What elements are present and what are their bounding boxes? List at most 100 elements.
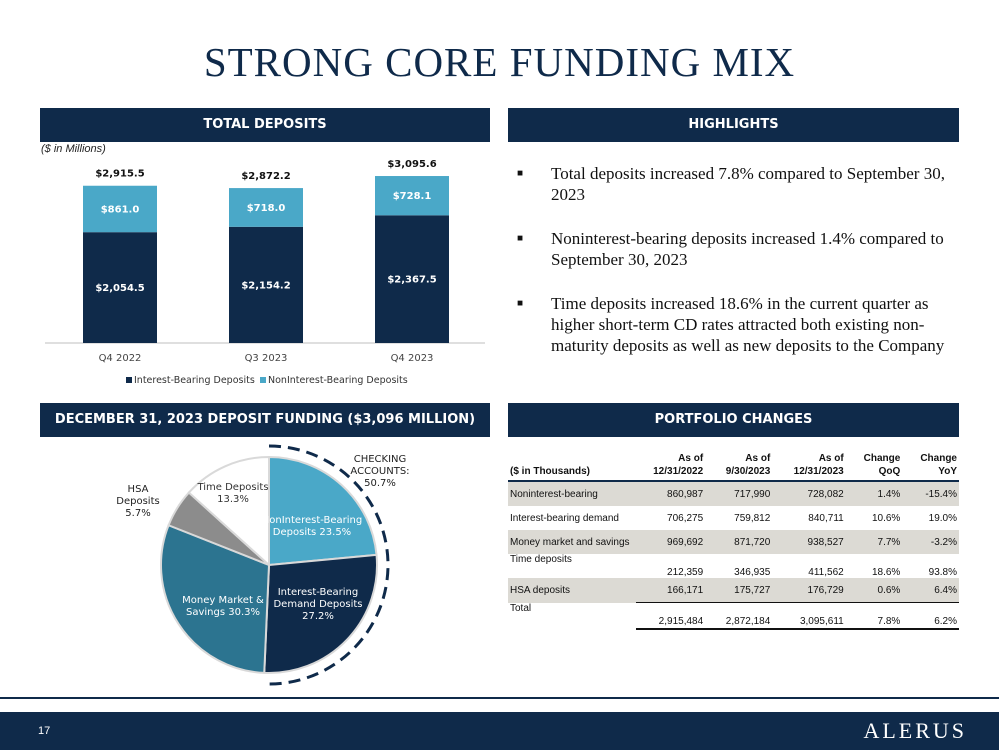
deposit-funding-pie: NonInterest-Bearing Deposits 23.5% Interes… <box>116 444 410 686</box>
table-cell: 969,692 <box>635 530 706 554</box>
table-cell: 706,275 <box>667 512 704 524</box>
highlight-item: ■ Time deposits increased 18.6% in the cu… <box>517 294 945 355</box>
portfolio-changes-header: PORTFOLIO CHANGES <box>508 403 959 437</box>
column-header: ($ in Thousands) <box>508 452 636 482</box>
table-row: Interest-bearing demand 706,275 759,812 … <box>508 506 959 530</box>
table-cell: 840,711 <box>808 512 844 524</box>
row-label: Time deposits <box>510 554 572 565</box>
column-header: As of 12/31/2022 <box>635 452 706 482</box>
noninterest-bearing-bar <box>229 188 303 227</box>
column-header: Change YoY <box>902 452 959 482</box>
legend-swatch-interest <box>126 377 132 383</box>
total-deposits-header: TOTAL DEPOSITS <box>40 108 490 142</box>
slice-time-deposits <box>187 455 270 568</box>
bar-value-label: $718.0 <box>247 203 286 214</box>
table-cell: 1.4% <box>845 481 903 506</box>
highlight-item: ■ Noninterest-bearing deposits increased … <box>517 229 944 269</box>
slice-money-market-savings <box>160 523 271 674</box>
checking-accounts-arc <box>263 444 390 686</box>
slice-noninterest-bearing <box>268 455 378 567</box>
x-tick-label: Q4 2022 <box>99 353 142 364</box>
row-label: Noninterest-bearing <box>508 481 636 506</box>
table-cell: -15.4% <box>902 481 959 506</box>
legend-label: NonInterest-Bearing Deposits <box>268 375 408 386</box>
slice-label: Money Market & Savings 30.3% <box>182 595 264 618</box>
deposit-funding-header: DECEMBER 31, 2023 DEPOSIT FUNDING ($3,09… <box>40 403 490 437</box>
table-cell: 3,095,611 <box>772 602 846 630</box>
checking-accounts-label: CHECKING ACCOUNTS: 50.7% <box>350 454 409 489</box>
table-cell: 166,171 <box>635 578 706 603</box>
footer-bar <box>0 712 999 750</box>
interest-bearing-bar <box>375 215 449 343</box>
column-header: As of 9/30/2023 <box>705 452 773 482</box>
company-logo: ALERUS <box>863 718 967 743</box>
table-cell: -3.2% <box>902 530 959 554</box>
column-header: Change QoQ <box>845 452 903 482</box>
slice-label: HSA Deposits 5.7% <box>116 484 159 519</box>
row-label: HSA deposits <box>508 578 636 603</box>
noninterest-bearing-bar <box>83 185 157 233</box>
bullet-icon: ■ <box>517 298 524 309</box>
table-cell: 860,987 <box>635 481 706 506</box>
table-cell: 212,359 <box>667 567 704 578</box>
bar-value-label: $2,367.5 <box>387 275 436 286</box>
page-number: 17 <box>38 725 51 737</box>
table-cell: 19.0% <box>928 512 957 524</box>
noninterest-bearing-bar <box>375 176 449 216</box>
slice-label: Interest-Bearing Demand Deposits 27.2% <box>273 587 362 622</box>
table-cell: 7.7% <box>845 530 903 554</box>
units-note: ($ in Millions) <box>41 143 106 155</box>
x-tick-label: Q4 2023 <box>391 353 434 364</box>
bullet-icon: ■ <box>517 168 524 179</box>
highlights-header: HIGHLIGHTS <box>508 108 959 142</box>
table-cell: 717,990 <box>705 481 773 506</box>
table-row: Noninterest-bearing 860,987 717,990 728,… <box>508 481 959 506</box>
legend-label: Interest-Bearing Deposits <box>134 375 255 386</box>
row-label: Money market and savings <box>508 530 636 554</box>
table-cell: 176,729 <box>772 578 846 603</box>
table-row: Money market and savings 969,692 871,720… <box>508 530 959 554</box>
total-deposits-chart: $2,054.5 $861.0 $2,915.5 Q4 2022 $2,154.2 $71… <box>45 160 485 386</box>
table-header-row: ($ in Thousands) As of 12/31/2022 As of … <box>508 452 959 482</box>
table-cell: 2,872,184 <box>705 602 773 630</box>
table-cell: 6.2% <box>902 602 959 630</box>
table-cell: 7.8% <box>845 602 903 630</box>
bullet-icon: ■ <box>517 233 524 244</box>
footer-divider <box>0 697 999 699</box>
slice-label: Time Deposits 13.3% <box>196 482 268 505</box>
table-cell: 0.6% <box>845 578 903 603</box>
interest-bearing-bar <box>83 232 157 343</box>
slice-label: NonInterest-Bearing Deposits 23.5% <box>262 515 362 538</box>
table-cell: 759,812 <box>734 512 771 524</box>
table-total-row: Total 2,915,484 2,872,184 3,095,611 7.8%… <box>508 602 959 630</box>
column-header: As of 12/31/2023 <box>772 452 846 482</box>
bar-value-label: $2,054.5 <box>95 283 144 294</box>
row-label: Interest-bearing demand <box>510 512 619 524</box>
table-cell: 10.6% <box>871 512 901 524</box>
table-row: Time deposits 212,359 346,935 411,562 18… <box>508 554 959 578</box>
bar-total-label: $3,095.6 <box>387 160 436 170</box>
slice-interest-bearing-demand <box>263 553 378 674</box>
bar-value-label: $861.0 <box>101 204 140 215</box>
table-cell: 728,082 <box>772 481 846 506</box>
row-label: Total <box>510 602 532 614</box>
table-cell: 346,935 <box>734 567 771 578</box>
table-row: HSA deposits 166,171 175,727 176,729 0.6… <box>508 578 959 603</box>
table-cell: 93.8% <box>928 567 957 578</box>
table-cell: 2,915,484 <box>635 602 706 630</box>
portfolio-table: ($ in Thousands) As of 12/31/2022 As of … <box>508 452 959 630</box>
interest-bearing-bar <box>229 226 303 343</box>
x-tick-label: Q3 2023 <box>245 353 288 364</box>
table-cell: 175,727 <box>705 578 773 603</box>
legend-swatch-noninterest <box>260 377 266 383</box>
highlight-item: ■ Total deposits increased 7.8% compared … <box>517 164 945 204</box>
page-title: STRONG CORE FUNDING MIX <box>203 39 796 85</box>
table-cell: 6.4% <box>902 578 959 603</box>
table-cell: 871,720 <box>705 530 773 554</box>
table-cell: 938,527 <box>772 530 846 554</box>
bar-value-label: $2,154.2 <box>241 280 290 291</box>
bar-value-label: $728.1 <box>393 191 432 202</box>
bar-total-label: $2,872.2 <box>241 171 290 182</box>
table-cell: 411,562 <box>808 567 844 578</box>
table-cell: 18.6% <box>871 567 901 578</box>
